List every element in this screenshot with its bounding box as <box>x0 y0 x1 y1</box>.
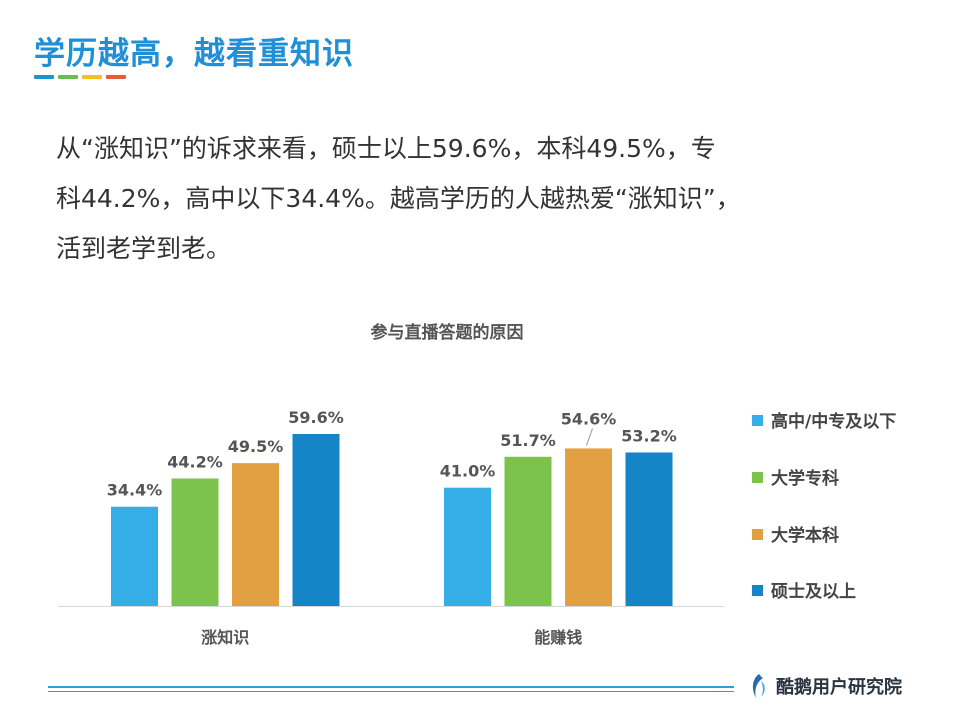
category-label-2: 能赚钱 <box>534 628 582 647</box>
bar-1-1 <box>111 506 158 606</box>
summary-paragraph: 从“涨知识”的诉求来看，硕士以上59.6%，本科49.5%，专 科44.2%，高… <box>56 124 906 274</box>
legend-label-1: 高中/中专及以下 <box>771 411 896 432</box>
bar-1-4 <box>292 434 340 606</box>
bar-2-2 <box>504 456 552 606</box>
bar-chart: 参与直播答题的原因 34.4%44.2% 49.5%59.6% 涨知识 41.0%51.… <box>58 322 896 647</box>
data-label-2-4: 53.2% <box>621 426 677 445</box>
legend-swatch-2 <box>752 472 763 483</box>
bar-2-1 <box>444 487 491 606</box>
bar-1-2 <box>171 478 219 606</box>
footer-line-bottom <box>48 691 734 692</box>
paragraph-line-3: 活到老学到老。 <box>56 234 232 263</box>
data-label-2-3: 54.6% <box>561 409 617 428</box>
brand-name: 酷鹅用户研究院 <box>776 677 902 698</box>
brand: 酷鹅用户研究院 <box>748 673 902 699</box>
bar-2-4 <box>625 452 673 606</box>
data-label-2-2: 51.7% <box>500 431 556 450</box>
legend-label-3: 大学本科 <box>771 525 839 546</box>
category-label-1: 涨知识 <box>201 628 249 647</box>
legend-swatch-1 <box>752 415 763 426</box>
accent-segment-4 <box>106 75 126 79</box>
data-label-1-1: 34.4% <box>107 481 163 500</box>
legend-swatch-3 <box>752 529 763 540</box>
penguin-logo-icon <box>752 674 765 698</box>
legend-label-2: 大学专科 <box>771 468 839 489</box>
page-title: 学历越高，越看重知识 <box>34 36 354 72</box>
data-label-2-1: 41.0% <box>440 462 496 481</box>
paragraph-line-1: 从“涨知识”的诉求来看，硕士以上59.6%，本科49.5%，专 <box>56 134 716 163</box>
accent-segment-2 <box>58 75 78 79</box>
legend-label-4: 硕士及以上 <box>771 581 856 602</box>
title-accent-bar <box>34 75 126 79</box>
bar-1-3 <box>232 463 279 606</box>
paragraph-line-2: 科44.2%，高中以下34.4%。越高学历的人越热爱“涨知识”， <box>56 184 741 213</box>
data-label-1-2: 44.2% <box>167 452 223 471</box>
data-label-1-3: 49.5% <box>228 437 284 456</box>
legend-swatch-4 <box>752 585 763 596</box>
footer-line-top <box>48 686 734 688</box>
bar-2-3 <box>565 448 612 606</box>
accent-segment-1 <box>34 75 54 79</box>
leader-line <box>586 428 593 446</box>
chart-title: 参与直播答题的原因 <box>371 322 524 343</box>
accent-segment-3 <box>82 75 102 79</box>
data-label-1-4: 59.6% <box>288 408 344 427</box>
